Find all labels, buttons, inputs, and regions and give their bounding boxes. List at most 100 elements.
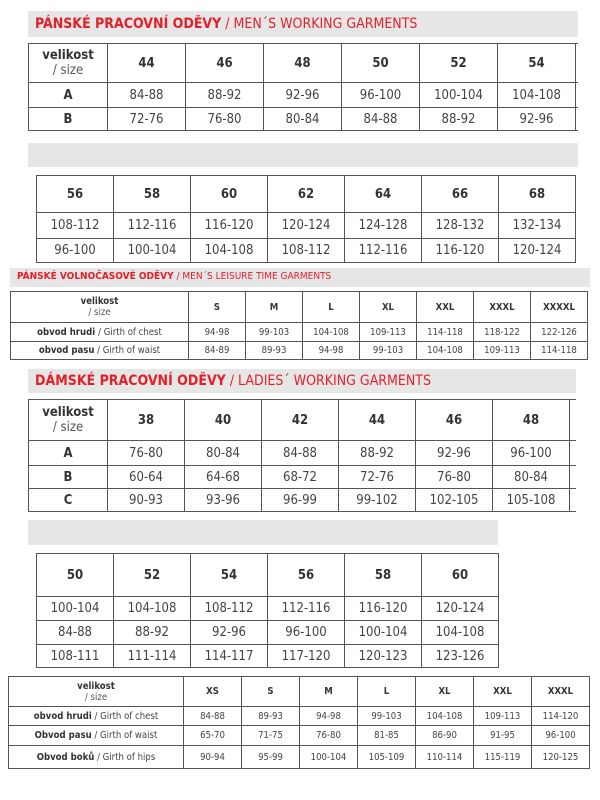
value-cell: 104-108 <box>421 620 499 645</box>
value-cell: 120-125 <box>531 745 590 769</box>
table-row: 108-111 111-114 114-117 117-120 120-123 123-1… <box>36 644 499 668</box>
size-label-cz: velikost <box>77 680 115 692</box>
continuation-bar <box>28 143 578 167</box>
value-cell: 112-116 <box>344 238 422 263</box>
value-cell: 60-64 <box>107 465 185 489</box>
size-header-cell: 58 <box>113 175 191 213</box>
value-cell: 96-99 <box>261 488 339 512</box>
value-cell: 76-80 <box>107 440 185 466</box>
value-cell: 109-113 <box>359 322 417 342</box>
row-label-cell: obvod pasu / Girth of waist <box>10 341 189 360</box>
value-cell: 94-98 <box>188 322 246 342</box>
value-cell: 108-112 <box>267 238 345 263</box>
size-table-ladies-working-2: 50 52 54 56 58 60 100-104 104-108 108-112 112-116… <box>36 553 500 668</box>
header-row: 56 58 60 62 64 66 68 <box>36 175 576 213</box>
value-cell: 114-117 <box>190 644 268 668</box>
size-header-cell: XXL <box>473 676 532 707</box>
size-header-cell: 42 <box>261 399 339 441</box>
table-row: 100-104 104-108 108-112 112-116 116-120 120-1… <box>36 596 499 621</box>
value-cell: 116-120 <box>344 596 422 621</box>
value-cell: 92-96 <box>190 620 268 645</box>
value-cell: 102-105 <box>415 488 493 512</box>
size-table: 50 52 54 56 58 60 100-104 104-108 108-112 112-116… <box>36 553 499 668</box>
value-cell: 108-111 <box>36 644 114 668</box>
value-cell: 116-120 <box>421 238 499 263</box>
value-cell: 104-108 <box>113 596 191 621</box>
row-label-cell: B <box>28 107 108 131</box>
row-label-en: / Girth of chest <box>91 710 159 722</box>
value-cell: 118-122 <box>473 322 531 342</box>
size-header-cell: 52 <box>419 43 498 83</box>
value-cell: 109-113 <box>473 706 532 726</box>
value-cell: 116-120 <box>190 212 268 239</box>
value-cell: 110-114 <box>415 745 474 769</box>
size-label-cell: velikost / size <box>10 291 189 323</box>
value-cell: 84-88 <box>183 706 242 726</box>
partial-cell <box>569 399 576 441</box>
value-cell: 108-112 <box>190 596 268 621</box>
value-cell: 108-112 <box>36 212 114 239</box>
value-cell: 84-88 <box>261 440 339 466</box>
table-row: A 84-88 88-92 92-96 96-100 100-104 104-108 <box>28 82 578 108</box>
partial-cell <box>569 440 576 466</box>
value-cell: 105-109 <box>357 745 416 769</box>
value-cell: 80-84 <box>492 465 570 489</box>
value-cell: 115-119 <box>473 745 532 769</box>
value-cell: 114-120 <box>531 706 590 726</box>
header-row: velikost / size 38 40 42 44 46 48 <box>28 399 576 441</box>
size-table: 56 58 60 62 64 66 68 108-112 112-116 116-120 120-1… <box>36 175 576 263</box>
value-cell: 96-100 <box>341 82 420 108</box>
value-cell: 112-116 <box>113 212 191 239</box>
value-cell: 120-124 <box>498 238 576 263</box>
size-header-cell: 40 <box>184 399 262 441</box>
section-header-ladies-working: DÁMSKÉ PRACOVNÍ ODĚVY / LADIES´ WORKING … <box>28 369 576 393</box>
value-cell: 92-96 <box>263 82 342 108</box>
value-cell: 91-95 <box>473 725 532 746</box>
size-header-cell: 56 <box>267 553 345 597</box>
size-header-cell: 48 <box>492 399 570 441</box>
partial-cell <box>575 82 578 108</box>
row-label-cell: A <box>28 440 108 466</box>
section-title-en: / LADIES´ WORKING GARMENTS <box>229 373 431 389</box>
size-label-cell: velikost / size <box>28 399 108 441</box>
value-cell: 84-88 <box>341 107 420 131</box>
section-header-mens-leisure: PÁNSKÉ VOLNOČASOVÉ ODĚVY / MEN´S LEISURE… <box>10 268 590 287</box>
size-header-cell: S <box>241 676 300 707</box>
value-cell: 100-104 <box>36 596 114 621</box>
row-label-cz: obvod pasu <box>38 345 95 356</box>
size-header-cell: 44 <box>107 43 186 83</box>
size-header-cell: 38 <box>107 399 185 441</box>
value-cell: 104-108 <box>415 706 474 726</box>
row-label-cz: Obvod pasu <box>34 730 92 741</box>
size-table: velikost / size S M L XL XXL XXXL XXXXL obvod hru… <box>10 291 588 360</box>
size-header-cell: 50 <box>36 553 114 597</box>
partial-cell <box>569 465 576 489</box>
row-label-cell: C <box>28 488 108 512</box>
value-cell: 72-76 <box>107 107 186 131</box>
size-header-cell: 44 <box>338 399 416 441</box>
size-label-cell: velikost / size <box>28 43 108 83</box>
value-cell: 84-88 <box>36 620 114 645</box>
size-label-en: / size <box>52 63 84 78</box>
value-cell: 123-126 <box>421 644 499 668</box>
size-header-cell: 68 <box>498 175 576 213</box>
partial-cell <box>575 107 578 131</box>
value-cell: 92-96 <box>415 440 493 466</box>
row-label-en: / Girth of chest <box>98 326 162 338</box>
value-cell: 81-85 <box>357 725 416 746</box>
size-header-cell: M <box>245 291 303 323</box>
table-row: obvod pasu / Girth of waist 84-89 89-93 94-… <box>10 341 588 360</box>
table-row: C 90-93 93-96 96-99 99-102 102-105 105-108 <box>28 488 576 512</box>
size-table: velikost / size XS S M L XL XXL XXXL obvod hrudi … <box>8 676 590 769</box>
size-header-cell: 60 <box>190 175 268 213</box>
value-cell: 104-108 <box>497 82 576 108</box>
header-row: velikost / size S M L XL XXL XXXL XXXXL <box>10 291 588 323</box>
value-cell: 99-102 <box>338 488 416 512</box>
size-label-cz: velikost <box>42 405 94 420</box>
table-row: 108-112 112-116 116-120 120-124 124-128 128-1… <box>36 212 576 239</box>
continuation-bar <box>28 520 498 545</box>
size-header-cell: 46 <box>185 43 264 83</box>
value-cell: 96-100 <box>531 725 590 746</box>
row-label-en: / Girth of hips <box>94 751 156 763</box>
table-row: Obvod boků / Girth of hips 90-94 95-99 100-… <box>8 745 590 769</box>
